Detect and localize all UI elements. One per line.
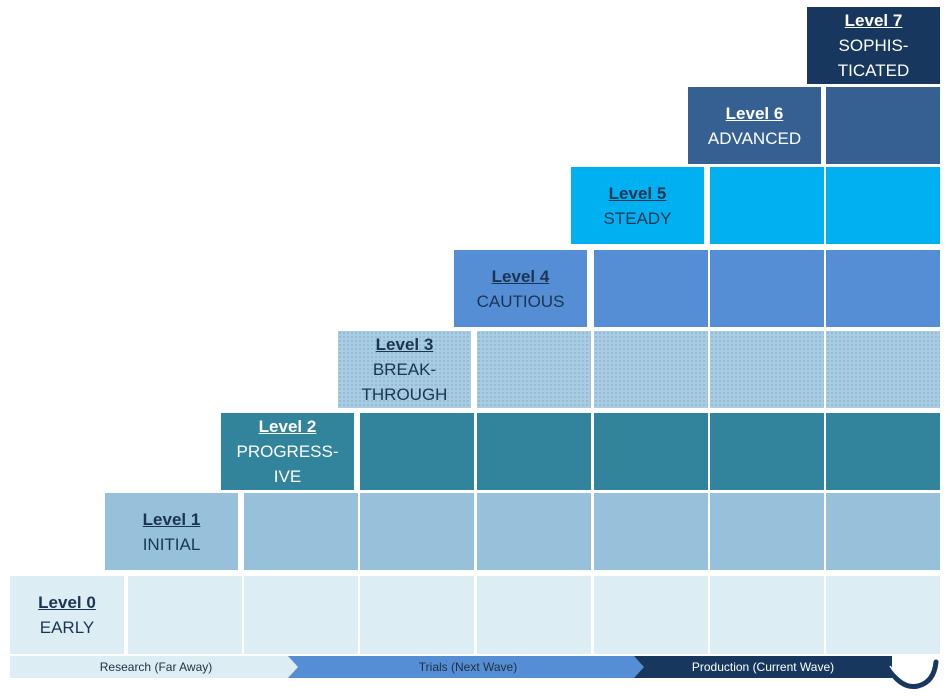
- level-3-label-box: Level 3 BREAK- THROUGH: [338, 331, 471, 408]
- level-title: Level 3: [375, 335, 434, 354]
- level-title: Level 1: [142, 509, 201, 529]
- level-1-cell: [244, 493, 358, 570]
- level-4-cell: [594, 250, 708, 327]
- level-title: Level 5: [608, 183, 667, 203]
- level-title: Level 7: [844, 11, 903, 30]
- level-3-cell: [710, 331, 824, 408]
- level-5-label-box: Level 5 STEADY: [571, 167, 704, 244]
- phase-research-label: Research (Far Away): [99, 660, 213, 674]
- level-name: INITIAL: [142, 534, 201, 554]
- level-3-cell: [826, 331, 940, 408]
- level-name: EARLY: [39, 618, 95, 637]
- level-6-label-box: Level 6 ADVANCED: [688, 87, 821, 164]
- level-2-cell: [360, 413, 474, 490]
- level-name: STEADY: [603, 208, 672, 228]
- level-5-cell: [710, 167, 824, 244]
- level-3-cell: [477, 331, 591, 408]
- level-1-cell: [360, 493, 474, 570]
- level-name: CAUTIOUS: [476, 291, 565, 311]
- level-2-cell: [710, 413, 824, 490]
- phase-production: Production (Current Wave): [634, 656, 892, 678]
- level-2-cell: [477, 413, 591, 490]
- level-3-cell: [594, 331, 708, 408]
- level-5-cell: [826, 167, 940, 244]
- level-0-cell: [477, 576, 591, 654]
- level-title: Level 0: [38, 593, 96, 612]
- level-0-label-box: Level 0 EARLY: [10, 576, 124, 654]
- level-title: Level 4: [491, 266, 550, 286]
- level-1-cell: [477, 493, 591, 570]
- level-name: SOPHIS- TICATED: [837, 36, 910, 80]
- phase-bar: Research (Far Away) Trials (Next Wave) P…: [10, 656, 946, 678]
- level-4-cell: [710, 250, 824, 327]
- level-0-cell: [244, 576, 358, 654]
- level-1-cell: [826, 493, 940, 570]
- level-title: Level 2: [258, 417, 317, 436]
- level-6-cell: [826, 87, 940, 164]
- level-name: BREAK- THROUGH: [361, 360, 448, 404]
- level-0-cell: [826, 576, 940, 654]
- level-0-cell: [710, 576, 824, 654]
- level-0-cell: [128, 576, 242, 654]
- level-2-cell: [826, 413, 940, 490]
- level-name: PROGRESS- IVE: [236, 442, 339, 486]
- phase-research: Research (Far Away): [10, 656, 302, 678]
- level-2-label-box: Level 2 PROGRESS- IVE: [221, 413, 354, 490]
- level-1-label-box: Level 1 INITIAL: [105, 493, 238, 570]
- level-0-cell: [594, 576, 708, 654]
- level-2-cell: [594, 413, 708, 490]
- level-1-cell: [710, 493, 824, 570]
- level-1-cell: [594, 493, 708, 570]
- level-4-cell: [826, 250, 940, 327]
- level-7-label-box: Level 7 SOPHIS- TICATED: [807, 7, 940, 84]
- wave-arc-icon: [883, 659, 939, 690]
- level-4-label-box: Level 4 CAUTIOUS: [454, 250, 587, 327]
- phase-trials: Trials (Next Wave): [288, 656, 648, 678]
- level-title: Level 6: [725, 103, 784, 123]
- phase-trials-label: Trials (Next Wave): [418, 660, 518, 674]
- level-0-cell: [360, 576, 474, 654]
- level-name: ADVANCED: [707, 128, 802, 148]
- phase-production-label: Production (Current Wave): [691, 660, 835, 674]
